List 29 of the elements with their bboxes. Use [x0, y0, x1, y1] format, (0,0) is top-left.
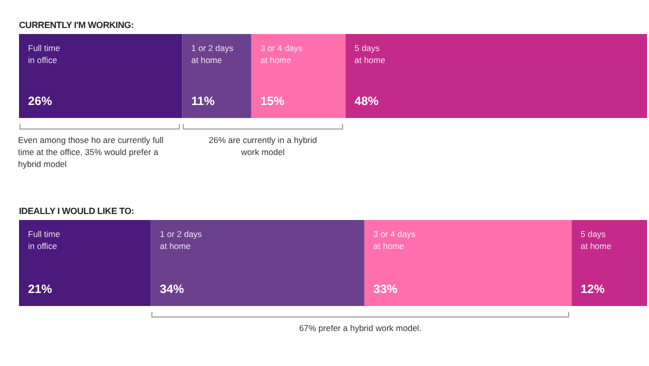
chart-title: CURRENTLY I'M WORKING:	[19, 20, 135, 32]
data-label: 26%	[28, 94, 52, 108]
bar	[251, 34, 346, 118]
data-label: 33%	[373, 282, 398, 296]
text: 26% are currently in a hybrid work model	[208, 134, 318, 158]
data-label: 15%	[260, 94, 285, 108]
data-label: 48%	[354, 94, 379, 108]
series-label: Full time in office	[28, 43, 60, 65]
bar	[364, 220, 572, 306]
bar	[19, 34, 182, 118]
series-label: 1 or 2 days at home	[191, 43, 234, 65]
data-label: 34%	[160, 282, 184, 296]
chart-title: IDEALLY I WOULD LIKE TO:	[19, 206, 136, 218]
text: Even among those ho are currently full time at the office, 35% would prefer a hybrid model	[18, 134, 165, 170]
series-label: 3 or 4 days at home	[260, 43, 302, 65]
text: 67% prefer a hybrid work model.	[298, 322, 422, 334]
bar	[572, 220, 647, 306]
data-label: 21%	[28, 282, 52, 296]
series-label: Full time in office	[28, 229, 60, 251]
series-label: 5 days at home	[580, 229, 612, 251]
bar	[150, 220, 364, 306]
series-label: 1 or 2 days at home	[160, 229, 202, 251]
data-label: 12%	[580, 282, 605, 296]
series-label: 3 or 4 days at home	[373, 229, 416, 251]
data-label: 11%	[191, 94, 215, 108]
series-label: 5 days at home	[354, 43, 386, 65]
bar	[346, 34, 647, 118]
bar	[182, 34, 252, 118]
bar	[19, 220, 151, 306]
